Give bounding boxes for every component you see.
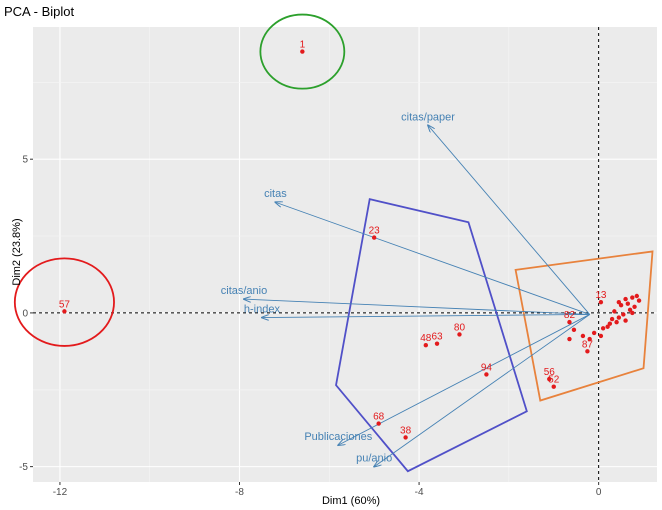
observation-label: 68 (373, 412, 385, 423)
variable-label: citas (264, 188, 287, 200)
observation-label: 48 (420, 333, 432, 344)
observation-label: 56 (544, 367, 556, 378)
observation-label: 13 (595, 290, 607, 301)
observation-point (567, 319, 572, 325)
observation-point (605, 324, 610, 329)
observation-label: 23 (369, 226, 381, 237)
observation-label: 38 (400, 425, 412, 436)
highlight-circle (13, 257, 115, 347)
variable-label: h-index (244, 304, 281, 316)
variable-label: pu/anio (356, 453, 392, 465)
observation-label: 87 (582, 339, 594, 350)
variable-label: citas/paper (401, 111, 455, 123)
observation-label: 63 (431, 332, 443, 343)
reference-lines (33, 27, 657, 482)
cluster-hull (514, 250, 654, 402)
observation-point (591, 330, 597, 336)
observation-point (607, 321, 613, 326)
observation-point (571, 327, 577, 333)
highlight-circles (13, 13, 346, 347)
cluster-hull (335, 198, 528, 473)
observation-point (630, 310, 635, 316)
observation-point (457, 332, 462, 337)
observation-label: 1 (300, 40, 306, 51)
observation-point (300, 49, 305, 54)
observation-point (484, 372, 489, 377)
variable-arrow (428, 125, 591, 315)
observation-label: 57 (59, 299, 71, 310)
observation-point (371, 235, 377, 240)
chart-title: PCA - Biplot (4, 4, 74, 19)
observation-point (587, 336, 592, 342)
highlight-circle (259, 13, 346, 90)
cluster-hulls (335, 198, 654, 473)
observation-point (612, 309, 617, 314)
observation-label: 80 (454, 322, 466, 333)
observation-point (621, 312, 626, 317)
y-axis-label: Dim2 (23.8%) (11, 218, 23, 285)
x-tick-label: -12 (53, 487, 68, 498)
observation-point (614, 319, 619, 325)
observation-point (585, 349, 590, 354)
observation-point (627, 307, 633, 313)
observation-point (547, 376, 552, 382)
axis-ticks: -12 -8 -4 0 -5 0 5 (19, 155, 602, 498)
observation-point (403, 435, 408, 440)
observation-point (434, 341, 440, 346)
observation-point (616, 315, 622, 320)
observation-point (616, 299, 622, 305)
observation-point (376, 421, 381, 426)
observation-point (634, 293, 639, 299)
plot-panel (33, 27, 657, 482)
observation-point (623, 296, 628, 302)
observation-point (630, 295, 635, 300)
observation-point (618, 303, 624, 308)
x-tick-label: 0 (596, 487, 602, 498)
observation-point (598, 299, 604, 305)
observation-point (567, 336, 572, 342)
observation-point (600, 326, 606, 331)
observation-point (598, 333, 604, 339)
y-tick-label: 5 (22, 155, 28, 166)
observation-point (551, 384, 556, 389)
x-tick-label: -4 (415, 487, 424, 498)
x-axis-label: Dim1 (60%) (322, 495, 380, 507)
variable-arrow (244, 299, 590, 315)
y-tick-label: 0 (22, 308, 28, 319)
x-tick-label: -8 (235, 487, 244, 498)
observation-label: 82 (564, 310, 576, 321)
observation-label: 94 (481, 362, 493, 373)
variable-label: Publicaciones (304, 431, 372, 443)
observation-point (636, 298, 642, 303)
variable-arrow (275, 202, 590, 315)
variable-arrow (374, 314, 590, 466)
observation-point (580, 333, 586, 339)
variable-arrow (262, 313, 590, 317)
observation-point (423, 342, 429, 348)
observation-label: 52 (548, 375, 560, 386)
observation-point (62, 309, 67, 314)
variable-arrows: citas/paper citas citas/anio h-index Publica… (221, 111, 591, 466)
y-tick-label: -5 (19, 462, 28, 473)
observation-point (623, 318, 628, 323)
observation-point (632, 304, 637, 309)
variable-label: citas/anio (221, 285, 267, 297)
observation-point (609, 316, 615, 322)
observation-point (625, 301, 631, 306)
